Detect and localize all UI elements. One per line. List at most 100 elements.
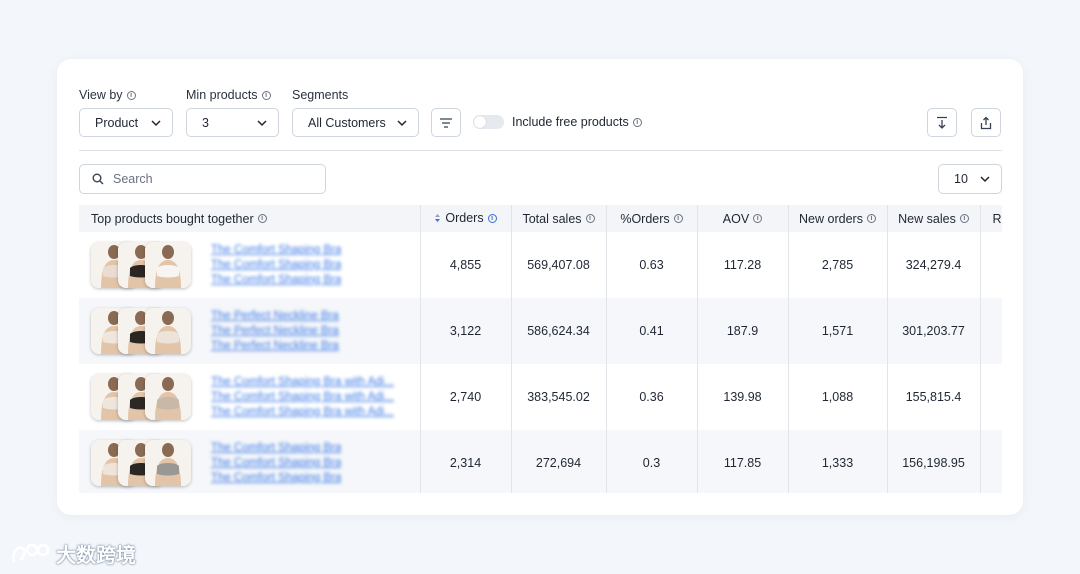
total-sales-cell: 272,694 [511,430,607,493]
logo-icon [12,543,50,562]
total-sales-cell: 586,624.34 [511,298,607,364]
col-header-r[interactable]: R [980,205,1002,232]
new-orders-cell: 1,333 [788,430,888,493]
info-icon[interactable]: i [632,117,642,127]
table-row[interactable]: The Comfort Shaping Bra The Comfort Shapi… [79,232,1002,298]
product-link[interactable]: The Comfort Shaping Bra with Adi... [211,376,394,388]
product-thumbnails [91,374,191,420]
products-cell: The Comfort Shaping Bra The Comfort Shapi… [79,232,421,298]
total-sales-cell: 569,407.08 [511,232,607,298]
divider [79,150,1002,151]
product-image [145,374,191,420]
col-header-pct-orders[interactable]: %Orders i [606,205,698,232]
filter-button[interactable] [431,108,461,137]
product-link[interactable]: The Comfort Shaping Bra [211,274,342,286]
products-cell: The Comfort Shaping Bra The Comfort Shapi… [79,430,421,493]
total-sales-cell: 383,545.02 [511,364,607,430]
product-thumbnails [91,242,191,288]
segments-select[interactable]: All Customers [292,108,419,137]
report-card: View by i Min products i Segments Product … [57,59,1023,515]
info-icon[interactable]: i [959,214,969,223]
product-link[interactable]: The Perfect Neckline Bra [211,310,339,322]
share-icon [980,116,992,129]
product-thumbnail[interactable] [145,308,191,354]
pct-orders-cell: 0.41 [606,298,698,364]
new-orders-cell: 2,785 [788,232,888,298]
aov-cell: 117.28 [697,232,789,298]
product-link[interactable]: The Comfort Shaping Bra with Adi... [211,391,394,403]
info-icon[interactable]: i [673,214,683,223]
product-thumbnail[interactable] [145,374,191,420]
download-icon [937,116,947,129]
filter-icon [440,117,452,128]
pct-orders-cell: 0.3 [606,430,698,493]
info-icon[interactable]: i [487,213,497,223]
product-link[interactable]: The Comfort Shaping Bra [211,457,342,469]
product-link[interactable]: The Comfort Shaping Bra [211,442,342,454]
table-row[interactable]: The Comfort Shaping Bra with Adi... The C… [79,364,1002,430]
product-links: The Comfort Shaping Bra The Comfort Shapi… [211,244,341,286]
chevron-down-icon [980,176,990,183]
product-link[interactable]: The Comfort Shaping Bra [211,472,342,484]
product-link[interactable]: The Comfort Shaping Bra [211,244,342,256]
include-free-toggle[interactable] [473,115,504,129]
new-sales-cell: 324,279.4 [887,232,981,298]
info-icon[interactable]: i [261,90,271,100]
search-icon [92,173,104,185]
info-icon[interactable]: i [126,90,136,100]
new-orders-cell: 1,571 [788,298,888,364]
sort-icon [435,214,441,222]
table-header: Top products bought together i Orders i To… [79,205,1002,232]
products-cell: The Perfect Neckline Bra The Perfect Neck… [79,298,421,364]
product-links: The Comfort Shaping Bra with Adi... The C… [211,376,394,418]
search-box[interactable] [79,164,326,194]
col-header-orders[interactable]: Orders i [420,205,512,232]
info-icon[interactable]: i [585,214,595,223]
info-icon[interactable]: i [866,214,876,223]
col-header-products[interactable]: Top products bought together i [79,205,421,232]
info-icon[interactable]: i [257,214,267,223]
view-by-label: View by i [79,88,136,102]
col-header-aov[interactable]: AOV i [697,205,789,232]
product-thumbnails [91,308,191,354]
min-products-select[interactable]: 3 [186,108,279,137]
pct-orders-cell: 0.36 [606,364,698,430]
aov-cell: 139.98 [697,364,789,430]
min-products-label: Min products i [186,88,271,102]
col-header-total-sales[interactable]: Total sales i [511,205,607,232]
orders-cell: 2,314 [420,430,512,493]
search-input[interactable] [113,172,313,186]
view-by-select[interactable]: Product [79,108,173,137]
aov-cell: 117.85 [697,430,789,493]
table-row[interactable]: The Perfect Neckline Bra The Perfect Neck… [79,298,1002,364]
product-image [145,242,191,288]
col-header-new-sales[interactable]: New sales i [887,205,981,232]
r-cell [980,364,1002,430]
data-table: Top products bought together i Orders i To… [79,205,1002,493]
product-link[interactable]: The Perfect Neckline Bra [211,340,339,352]
page-size-select[interactable]: 10 [938,164,1002,194]
table-row[interactable]: The Comfort Shaping Bra The Comfort Shapi… [79,430,1002,493]
segments-label: Segments [292,88,349,102]
pct-orders-cell: 0.63 [606,232,698,298]
r-cell [980,298,1002,364]
product-thumbnail[interactable] [145,440,191,486]
share-button[interactable] [971,108,1001,137]
new-sales-cell: 156,198.95 [887,430,981,493]
product-links: The Comfort Shaping Bra The Comfort Shapi… [211,442,341,484]
r-cell [980,430,1002,493]
product-link[interactable]: The Perfect Neckline Bra [211,325,339,337]
orders-cell: 2,740 [420,364,512,430]
orders-cell: 4,855 [420,232,512,298]
product-link[interactable]: The Comfort Shaping Bra with Adi... [211,406,394,418]
new-orders-cell: 1,088 [788,364,888,430]
download-button[interactable] [927,108,957,137]
col-header-new-orders[interactable]: New orders i [788,205,888,232]
product-thumbnail[interactable] [145,242,191,288]
info-icon[interactable]: i [753,214,763,223]
product-links: The Perfect Neckline Bra The Perfect Neck… [211,310,339,352]
include-free-label: Include free products i [512,115,642,129]
chevron-down-icon [151,119,161,126]
chevron-down-icon [397,119,407,126]
product-link[interactable]: The Comfort Shaping Bra [211,259,342,271]
